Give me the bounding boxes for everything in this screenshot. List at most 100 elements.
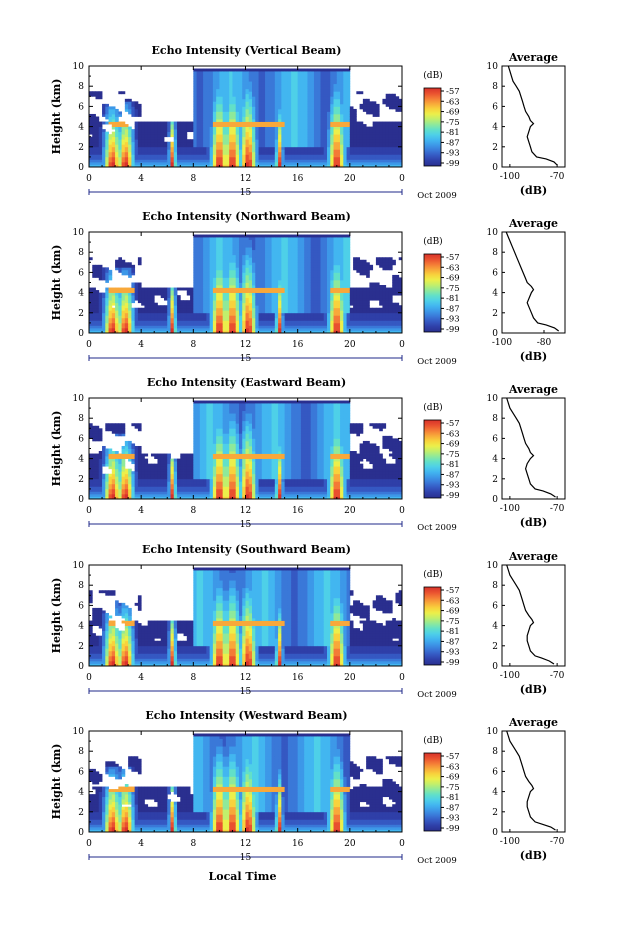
heatmap-cell xyxy=(180,147,184,150)
heatmap-cell xyxy=(232,293,236,296)
heatmap-cell xyxy=(226,114,230,117)
heatmap-cell xyxy=(307,117,311,120)
heatmap-cell xyxy=(252,237,256,240)
heatmap-cell xyxy=(285,137,289,140)
heatmap-cell xyxy=(285,265,289,268)
heatmap-cell xyxy=(197,235,201,238)
heatmap-cell xyxy=(294,159,298,162)
heatmap-cell xyxy=(259,139,263,142)
heatmap-cell xyxy=(232,152,236,155)
heatmap-cell xyxy=(109,325,113,328)
heatmap-cell xyxy=(275,84,279,87)
heatmap-cell xyxy=(197,265,201,268)
heatmap-cell xyxy=(278,159,282,162)
heatmap-cell xyxy=(301,320,305,323)
heatmap-cell xyxy=(115,298,119,301)
colorbar-tick-label: -93 xyxy=(446,149,460,159)
heatmap-cell xyxy=(151,288,155,291)
heatmap-cell xyxy=(298,104,302,107)
heatmap-cell xyxy=(252,154,256,157)
heatmap-cell xyxy=(213,300,217,303)
heatmap-cell xyxy=(285,320,289,323)
heatmap-cell xyxy=(294,237,298,240)
heatmap-cell xyxy=(239,119,243,122)
heatmap-cell xyxy=(301,298,305,301)
heatmap-cell xyxy=(200,159,204,162)
heatmap-cell xyxy=(239,328,243,331)
heatmap-cell xyxy=(330,122,334,125)
heatmap-cell xyxy=(343,74,347,77)
heatmap-cell xyxy=(291,162,295,165)
heatmap-cell xyxy=(223,101,227,104)
heatmap-cell xyxy=(232,313,236,316)
heatmap-cell xyxy=(193,111,197,114)
heatmap-cell xyxy=(330,104,334,107)
heatmap-cell xyxy=(167,313,171,316)
heatmap-cell xyxy=(206,71,210,74)
heatmap-cell xyxy=(242,295,246,298)
heatmap-cell xyxy=(242,157,246,160)
heatmap-cell xyxy=(206,305,210,308)
heatmap-cell xyxy=(206,277,210,280)
heatmap-cell xyxy=(281,84,285,87)
heatmap-cell xyxy=(249,235,253,238)
heatmap-cell xyxy=(249,91,253,94)
heatmap-cell xyxy=(96,270,100,273)
heatmap-cell xyxy=(141,293,145,296)
heatmap-cell xyxy=(141,132,145,135)
heatmap-cell xyxy=(174,124,178,127)
heatmap-cell xyxy=(128,298,132,301)
heatmap-cell xyxy=(334,71,338,74)
heatmap-cell xyxy=(216,310,220,313)
heatmap-cell xyxy=(265,255,269,258)
avg-y-tick-label: 10 xyxy=(487,62,499,72)
heatmap-cell xyxy=(148,300,152,303)
heatmap-cell xyxy=(281,162,285,165)
heatmap-cell xyxy=(99,139,103,142)
heatmap-cell xyxy=(278,320,282,323)
heatmap-cell xyxy=(239,111,243,114)
heatmap-cell xyxy=(259,323,263,326)
heatmap-cell xyxy=(291,81,295,84)
heatmap-cell xyxy=(392,122,396,125)
heatmap-cell xyxy=(92,137,96,140)
heatmap-cell xyxy=(369,106,373,109)
heatmap-cell xyxy=(219,315,223,318)
heatmap-cell xyxy=(317,86,321,89)
heatmap-cell xyxy=(311,132,315,135)
heatmap-cell xyxy=(96,122,100,125)
heatmap-cell xyxy=(200,127,204,130)
heatmap-cell xyxy=(272,119,276,122)
heatmap-cell xyxy=(157,144,161,147)
heatmap-cell xyxy=(340,111,344,114)
heatmap-cell xyxy=(223,129,227,132)
heatmap-cell xyxy=(141,147,145,150)
heatmap-cell xyxy=(382,162,386,165)
heatmap-cell xyxy=(102,152,106,155)
heatmap-cell xyxy=(278,265,282,268)
heatmap-cell xyxy=(197,149,201,152)
heatmap-cell xyxy=(275,134,279,137)
heatmap-cell xyxy=(164,305,168,308)
heatmap-cell xyxy=(216,124,220,127)
heatmap-cell xyxy=(105,275,109,278)
heatmap-cell xyxy=(249,122,253,125)
heatmap-cell xyxy=(161,288,165,291)
heatmap-cell xyxy=(200,117,204,120)
heatmap-cell xyxy=(304,109,308,112)
y-tick-label: 0 xyxy=(78,163,84,173)
heatmap-cell xyxy=(197,237,201,240)
heatmap-cell xyxy=(193,300,197,303)
heatmap-cell xyxy=(216,137,220,140)
heatmap-cell xyxy=(262,94,266,97)
heatmap-cell xyxy=(278,157,282,160)
heatmap-cell xyxy=(272,159,276,162)
heatmap-cell xyxy=(307,270,311,273)
heatmap-cell xyxy=(203,142,207,145)
heatmap-cell xyxy=(180,323,184,326)
heatmap-cell xyxy=(157,308,161,311)
heatmap-cell xyxy=(197,104,201,107)
heatmap-cell xyxy=(252,315,256,318)
heatmap-cell xyxy=(226,247,230,250)
heatmap-cell xyxy=(105,142,109,145)
